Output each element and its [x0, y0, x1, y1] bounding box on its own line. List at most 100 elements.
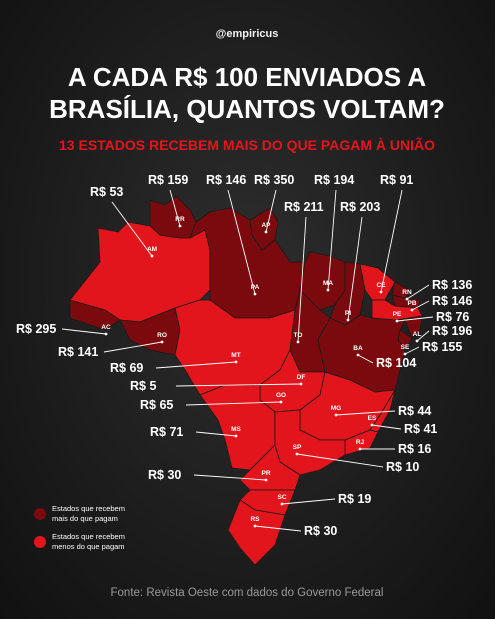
leader-line	[254, 525, 302, 532]
handle: @empiricus	[216, 28, 279, 40]
state-code: PR	[261, 470, 270, 477]
leader-line	[404, 346, 420, 355]
leader-line	[265, 189, 277, 233]
state-shape	[391, 294, 421, 309]
state-value: R$ 155	[422, 340, 462, 354]
state-value: R$ 136	[432, 278, 472, 292]
state-value: R$ 44	[398, 404, 431, 418]
state-shape	[249, 207, 279, 251]
leader-line	[416, 330, 430, 342]
legend-text: mais do que pagam	[52, 514, 118, 523]
state-value: R$ 16	[398, 442, 431, 456]
state-code: PI	[345, 310, 351, 317]
state-code: MT	[231, 352, 240, 359]
legend-text: Estados que recebem	[52, 504, 125, 513]
state-code: RR	[175, 216, 185, 223]
state-shape	[404, 315, 423, 339]
state-code: ES	[368, 415, 377, 422]
leader-line	[297, 216, 307, 343]
leader-line	[195, 431, 237, 437]
leader-line	[371, 424, 402, 430]
leader-line	[111, 201, 153, 257]
leader-line	[327, 189, 337, 291]
leader-line	[347, 216, 363, 321]
state-value: R$ 211	[284, 200, 324, 214]
state-code: RS	[250, 516, 260, 523]
title: A CADA R$ 100 ENVIADOS A	[68, 62, 427, 92]
leader-line	[396, 316, 434, 322]
state-value: R$ 30	[148, 468, 181, 482]
state-value: R$ 146	[432, 294, 472, 308]
states	[69, 195, 423, 566]
state-code: AL	[413, 331, 422, 338]
state-value: R$ 30	[304, 524, 337, 538]
state-code: BA	[353, 345, 363, 352]
state-shape	[317, 314, 406, 393]
state-value: R$ 295	[16, 322, 56, 336]
legend-swatch	[34, 508, 46, 520]
state-code: AM	[147, 246, 157, 253]
leader-line	[227, 189, 256, 295]
state-code: SC	[277, 494, 286, 501]
state-value: R$ 5	[130, 379, 156, 393]
state-value: R$ 203	[340, 200, 380, 214]
leader-line	[175, 383, 302, 387]
state-code: SE	[401, 344, 410, 351]
state-value: R$ 194	[314, 173, 354, 187]
state-value: R$ 76	[436, 310, 469, 324]
state-code: PB	[407, 300, 416, 307]
state-shape	[69, 299, 121, 331]
state-code: AP	[261, 222, 271, 229]
state-value: R$ 41	[404, 422, 437, 436]
legend-text: Estados que recebem	[52, 532, 125, 541]
leader-line	[281, 498, 336, 505]
state-value: R$ 159	[148, 173, 188, 187]
leader-line	[380, 189, 403, 293]
state-value: R$ 146	[206, 173, 246, 187]
state-value: R$ 65	[140, 398, 173, 412]
state-code: PA	[251, 284, 260, 291]
state-shape	[239, 444, 301, 491]
leader-line	[193, 474, 267, 481]
state-value: R$ 19	[338, 492, 371, 506]
legend-swatch	[34, 536, 46, 548]
leader-line	[185, 401, 282, 406]
state-value: R$ 10	[386, 460, 419, 474]
state-code: RJ	[356, 439, 365, 446]
state-code: PE	[393, 311, 402, 318]
state-value: R$ 69	[110, 361, 143, 375]
state-value: R$ 91	[380, 173, 413, 187]
state-code: MS	[231, 426, 241, 433]
leader-line	[335, 410, 396, 416]
leader-line	[61, 328, 107, 335]
state-code: AC	[101, 324, 111, 331]
leader-line	[169, 189, 181, 227]
leader-line	[296, 453, 384, 468]
state-code: RN	[402, 289, 412, 296]
state-value: R$ 141	[58, 345, 98, 359]
leader-line	[411, 300, 430, 311]
leader-line	[406, 284, 430, 300]
leader-line	[357, 354, 374, 364]
subtitle: 13 ESTADOS RECEBEM MAIS DO QUE PAGAM À U…	[59, 136, 435, 153]
state-code: RO	[157, 332, 167, 339]
state-code: DF	[297, 374, 306, 381]
title: BRASÍLIA, QUANTOS VOLTAM?	[49, 94, 445, 124]
leader-line	[103, 341, 163, 353]
state-shape	[227, 499, 286, 566]
state-value: R$ 196	[432, 324, 472, 338]
state-code: GO	[276, 392, 286, 399]
state-value: R$ 53	[90, 185, 123, 199]
leader-line	[155, 361, 237, 369]
legend-text: menos do que pagam	[52, 542, 125, 551]
source: Fonte: Revista Oeste com dados do Govern…	[111, 587, 384, 599]
state-value: R$ 350	[254, 173, 294, 187]
state-code: SP	[293, 444, 302, 451]
state-value: R$ 104	[376, 356, 416, 370]
state-code: CE	[376, 282, 386, 289]
state-value: R$ 71	[150, 425, 183, 439]
state-code: MG	[331, 405, 341, 412]
